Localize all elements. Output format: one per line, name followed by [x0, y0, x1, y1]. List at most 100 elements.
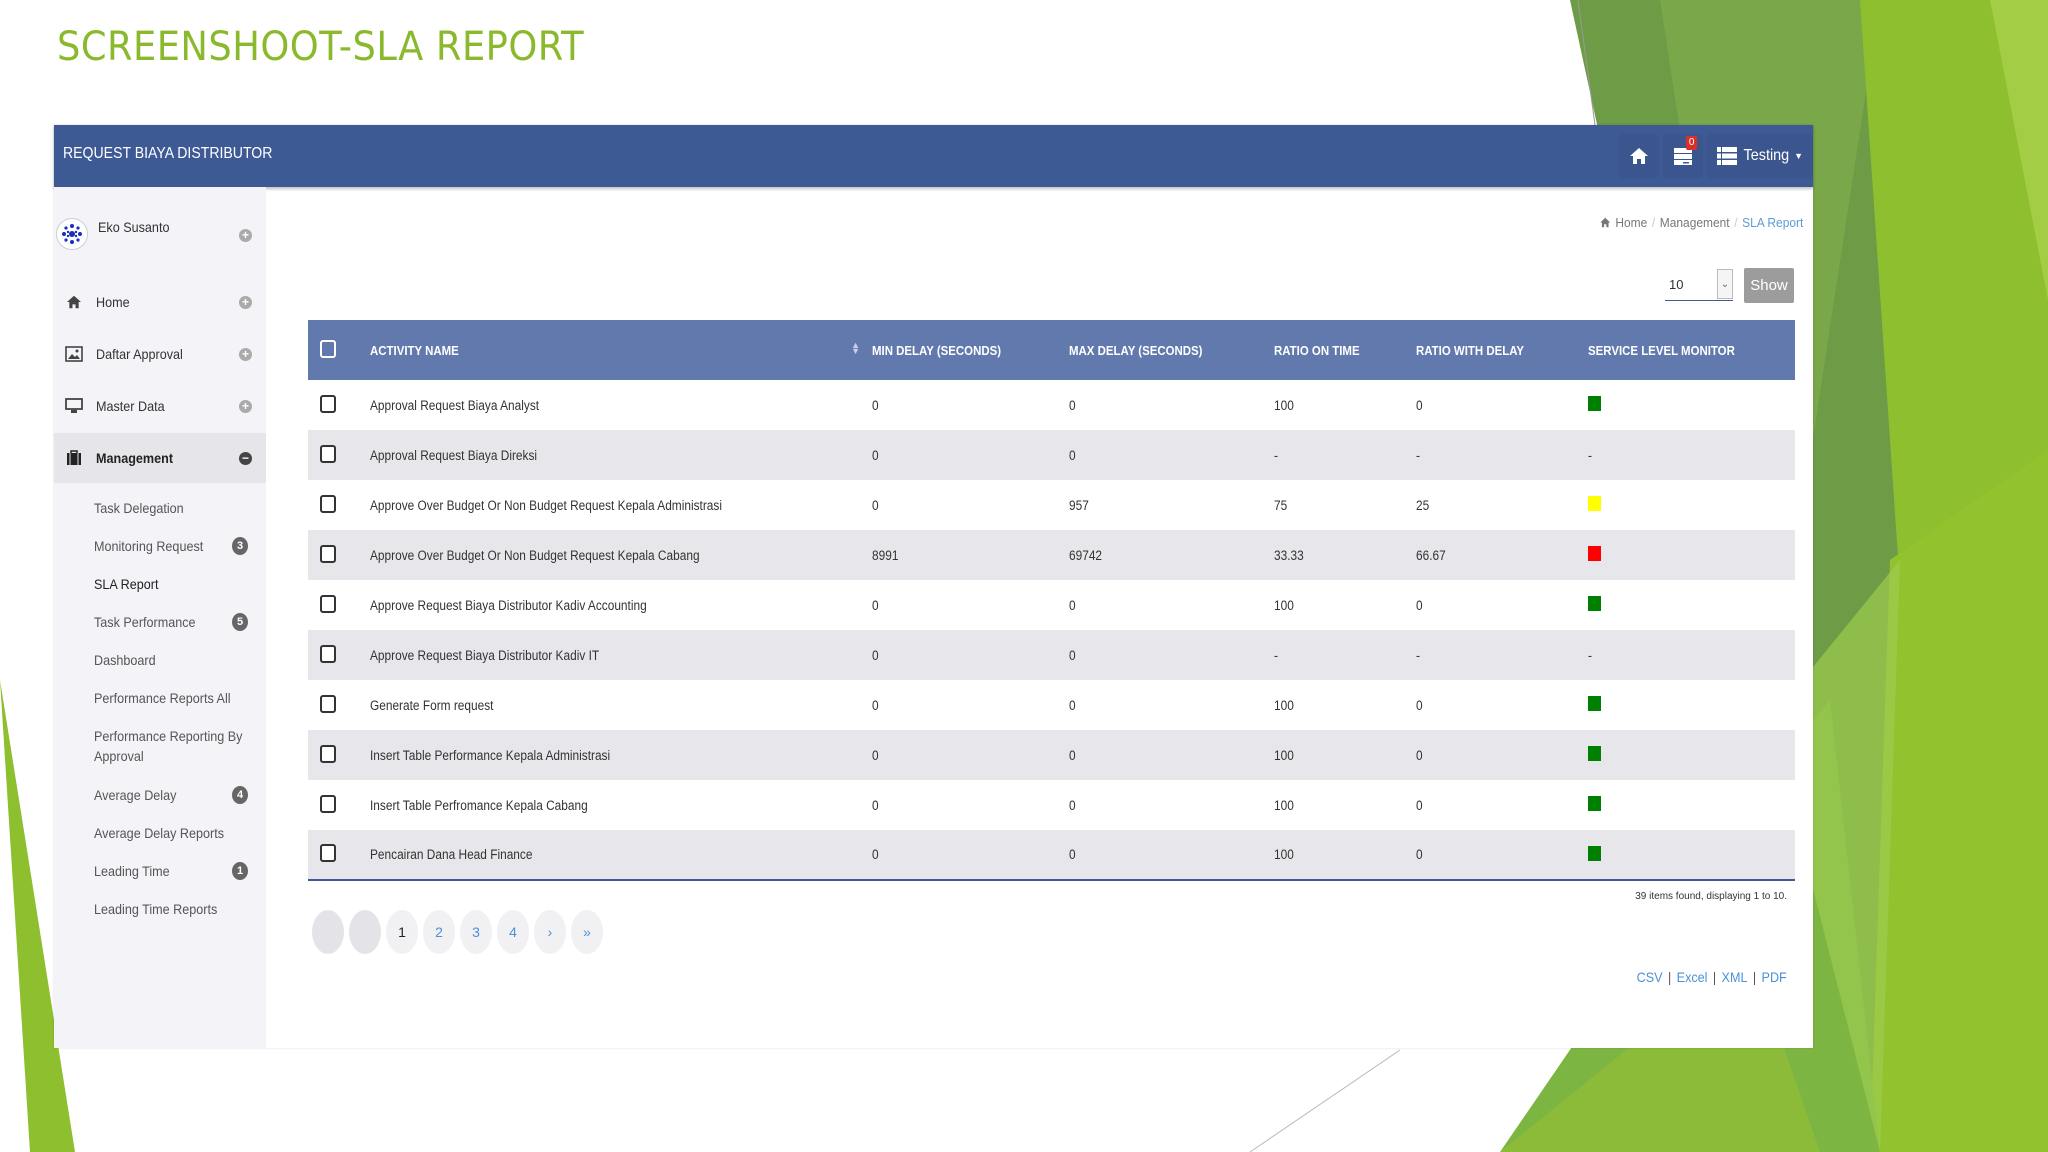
cell-max-delay: 957	[1069, 497, 1089, 513]
table-row[interactable]: Approve Request Biaya Distributor Kadiv …	[308, 630, 1795, 680]
cell-ratio-with-delay: 0	[1416, 797, 1423, 813]
home-button[interactable]	[1619, 134, 1660, 178]
breadcrumb-management[interactable]: Management	[1659, 215, 1730, 230]
table-row[interactable]: Approval Request Biaya Direksi 0 0 - - -	[308, 430, 1795, 480]
table-row[interactable]: Pencairan Dana Head Finance 0 0 100 0	[308, 830, 1795, 880]
row-checkbox[interactable]	[320, 744, 336, 763]
prev-page-button[interactable]	[349, 910, 381, 954]
table-row[interactable]: Insert Table Performance Kepala Administ…	[308, 730, 1795, 780]
cell-max-delay: 0	[1069, 397, 1076, 413]
export-csv-link[interactable]: CSV	[1636, 969, 1663, 985]
cell-min-delay: 0	[872, 497, 879, 513]
export-pdf-link[interactable]: PDF	[1761, 969, 1787, 985]
notification-badge: 0	[1685, 136, 1698, 150]
user-menu-dropdown[interactable]: Testing ▼	[1707, 134, 1813, 178]
cell-min-delay: 0	[872, 597, 879, 613]
sidebar-item-home[interactable]: Home +	[54, 277, 266, 327]
submenu-dashboard[interactable]: Dashboard	[94, 650, 266, 670]
table-row[interactable]: Approve Request Biaya Distributor Kadiv …	[308, 580, 1795, 630]
app-brand[interactable]: REQUEST BIAYA DISTRIBUTOR	[63, 145, 273, 162]
expand-plus-icon[interactable]: +	[239, 399, 252, 413]
count-badge: 3	[232, 537, 248, 555]
submenu-monitoring-request[interactable]: Monitoring Request 3	[94, 536, 266, 556]
list-icon	[1717, 147, 1738, 165]
table-row[interactable]: Insert Table Perfromance Kepala Cabang 0 0…	[308, 780, 1795, 830]
cell-ratio-with-delay: 0	[1416, 397, 1423, 413]
sidebar-item-label: Daftar Approval	[96, 346, 183, 362]
first-page-button[interactable]	[312, 910, 344, 954]
breadcrumb-home[interactable]: Home	[1615, 215, 1647, 230]
cell-max-delay: 0	[1069, 847, 1076, 862]
expand-plus-icon[interactable]: +	[239, 229, 252, 242]
notifications-button[interactable]: 0	[1663, 134, 1704, 178]
submenu-leading-time[interactable]: Leading Time 1	[94, 861, 266, 881]
submenu-label: Monitoring Request	[94, 538, 204, 554]
row-checkbox[interactable]	[320, 494, 336, 513]
table-row[interactable]: Approval Request Biaya Analyst 0 0 100 0	[308, 380, 1795, 430]
submenu-task-delegation[interactable]: Task Delegation	[94, 498, 266, 518]
row-checkbox[interactable]	[320, 644, 336, 663]
page-1-button[interactable]: 1	[386, 910, 418, 954]
sidebar-user[interactable]: Eko Susanto +	[54, 209, 266, 259]
status-indicator-green	[1588, 796, 1601, 811]
row-checkbox[interactable]	[320, 694, 336, 713]
submenu-average-delay-reports[interactable]: Average Delay Reports	[94, 823, 266, 843]
header-activity-name[interactable]: ACTIVITY NAME ▲ ▼	[370, 340, 860, 358]
cell-activity-name: Approve Over Budget Or Non Budget Reques…	[370, 497, 722, 513]
select-all-checkbox[interactable]	[320, 339, 336, 358]
collapse-minus-icon[interactable]: −	[239, 451, 252, 465]
page-size-select[interactable]: 10 ⌄	[1665, 269, 1733, 301]
table-row[interactable]: Generate Form request 0 0 100 0	[308, 680, 1795, 730]
expand-plus-icon[interactable]: +	[239, 295, 252, 309]
expand-plus-icon[interactable]: +	[239, 347, 252, 361]
page-2-button[interactable]: 2	[423, 910, 455, 954]
sidebar-item-daftar-approval[interactable]: Daftar Approval +	[54, 329, 266, 379]
page-4-button[interactable]: 4	[497, 910, 529, 954]
submenu-label: Performance Reports All	[94, 690, 231, 706]
show-button[interactable]: Show	[1744, 268, 1794, 303]
header-ratio-with-delay: RATIO WITH DELAY	[1416, 342, 1525, 358]
submenu-performance-reporting-by-approval[interactable]: Performance Reporting By Approval	[94, 726, 244, 766]
table-row[interactable]: Approve Over Budget Or Non Budget Reques…	[308, 480, 1795, 530]
export-xml-link[interactable]: XML	[1721, 969, 1748, 985]
cell-min-delay: 0	[872, 647, 879, 663]
row-checkbox[interactable]	[320, 444, 336, 463]
cell-ratio-with-delay: -	[1416, 647, 1420, 663]
next-page-button[interactable]: ›	[534, 910, 566, 954]
cell-ratio-with-delay: 0	[1416, 847, 1423, 862]
sort-icon[interactable]: ▲ ▼	[851, 340, 860, 356]
submenu-sla-report[interactable]: SLA Report	[94, 574, 266, 594]
breadcrumb-separator: /	[1733, 215, 1738, 230]
home-icon	[1599, 217, 1610, 228]
table-row[interactable]: Approve Over Budget Or Non Budget Reques…	[308, 530, 1795, 580]
submenu-task-performance[interactable]: Task Performance 5	[94, 612, 266, 632]
status-indicator-green	[1588, 746, 1601, 761]
last-page-button[interactable]: »	[571, 910, 603, 954]
cell-ratio-on-time: 75	[1274, 497, 1288, 513]
cell-ratio-with-delay: 0	[1416, 747, 1423, 763]
export-excel-link[interactable]: Excel	[1676, 969, 1708, 985]
cell-service-level: -	[1588, 647, 1592, 663]
submenu-performance-reports-all[interactable]: Performance Reports All	[94, 688, 266, 708]
row-checkbox[interactable]	[320, 394, 336, 413]
row-checkbox[interactable]	[320, 794, 336, 813]
sidebar-item-master-data[interactable]: Master Data +	[54, 381, 266, 431]
breadcrumb-current: SLA Report	[1741, 215, 1803, 230]
chevron-down-icon[interactable]: ⌄	[1717, 269, 1733, 299]
cell-ratio-on-time: 100	[1274, 397, 1294, 413]
cell-service-level	[1588, 730, 1795, 780]
cell-min-delay: 8991	[872, 547, 899, 563]
row-checkbox[interactable]	[320, 594, 336, 613]
submenu-average-delay[interactable]: Average Delay 4	[94, 785, 266, 805]
submenu-label: Average Delay	[94, 787, 177, 803]
sidebar-item-label: Home	[96, 294, 130, 310]
separator: |	[1753, 969, 1757, 985]
cell-ratio-with-delay: 0	[1416, 597, 1423, 613]
row-checkbox[interactable]	[320, 544, 336, 563]
row-checkbox[interactable]	[320, 844, 336, 862]
page-3-button[interactable]: 3	[460, 910, 492, 954]
sidebar-item-management[interactable]: Management −	[54, 433, 266, 483]
submenu-leading-time-reports[interactable]: Leading Time Reports	[94, 899, 266, 919]
results-summary: 39 items found, displaying 1 to 10.	[1635, 891, 1787, 902]
breadcrumb: Home / Management / SLA Report	[1599, 215, 1803, 230]
